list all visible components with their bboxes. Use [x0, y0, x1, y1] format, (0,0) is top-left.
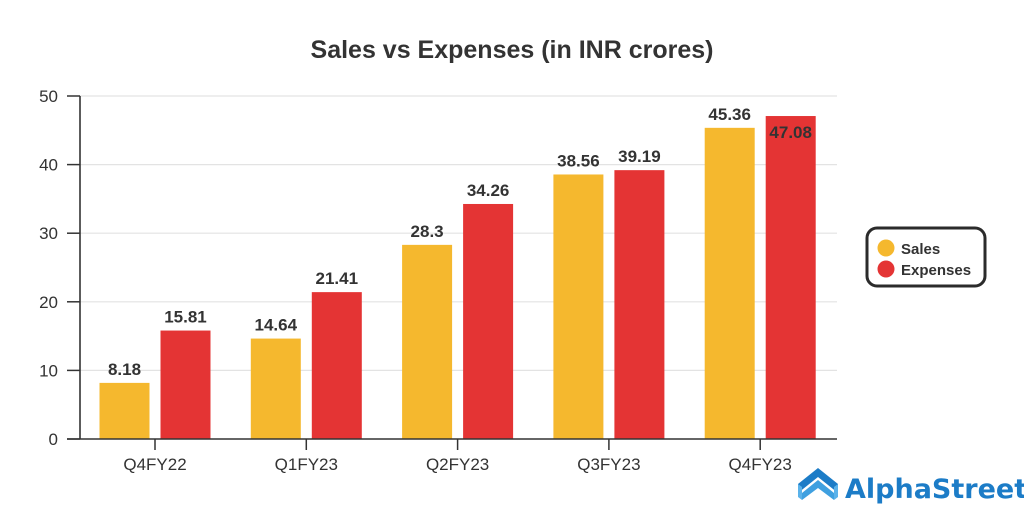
legend-label-expenses: Expenses [901, 262, 971, 279]
alphastreet-wordmark: AlphaStreet [845, 474, 1024, 505]
data-labels: 8.18 15.81 14.64 21.41 28.3 34.26 38.56 39.19 45… [108, 105, 812, 379]
x-tick-label: Q3FY23 [577, 455, 640, 474]
bar-expenses-q1fy23 [311, 292, 362, 439]
alphastreet-chevron-logo-icon [798, 468, 838, 500]
data-label-sales: 14.64 [255, 316, 298, 335]
bar-sales-q4fy22 [99, 382, 150, 439]
bar-expenses-q3fy23 [614, 170, 665, 439]
y-tick-label: 20 [39, 293, 58, 312]
data-label-sales: 8.18 [108, 360, 141, 379]
y-tick-label: 40 [39, 156, 58, 175]
bars [99, 116, 816, 440]
data-label-expenses: 21.41 [316, 269, 359, 288]
x-tick-label: Q4FY22 [123, 455, 186, 474]
legend-box [865, 226, 987, 288]
bar-expenses-q4fy22 [160, 330, 211, 439]
legend: Sales Expenses [865, 226, 987, 288]
y-tick-label: 10 [39, 361, 58, 380]
bar-sales-q2fy23 [402, 244, 453, 439]
axes: 0 10 20 30 40 50 Q4FY22 Q1FY23 Q2FY23 Q3FY23 Q4FY2… [39, 87, 837, 474]
y-tick-label: 50 [39, 87, 58, 106]
data-label-sales: 45.36 [708, 105, 751, 124]
bar-sales-q4fy23 [704, 127, 755, 440]
legend-swatch-expenses [877, 260, 895, 278]
data-label-expenses: 34.26 [467, 181, 510, 200]
bar-expenses-q4fy23 [765, 116, 816, 440]
data-label-sales: 38.56 [557, 151, 600, 170]
data-label-expenses: 15.81 [164, 308, 207, 327]
chart-title: Sales vs Expenses (in INR crores) [311, 36, 714, 64]
legend-swatch-sales [877, 239, 895, 257]
bar-expenses-q2fy23 [463, 203, 514, 439]
x-tick-label: Q4FY23 [729, 455, 792, 474]
bar-sales-q3fy23 [553, 174, 604, 439]
legend-label-sales: Sales [901, 241, 940, 258]
alphastreet-logo: AlphaStreet [798, 468, 1024, 505]
bar-sales-q1fy23 [250, 338, 301, 439]
data-label-expenses: 47.08 [769, 123, 812, 142]
x-tick-label: Q1FY23 [275, 455, 338, 474]
y-tick-label: 30 [39, 224, 58, 243]
data-label-sales: 28.3 [411, 222, 444, 241]
y-tick-label: 0 [49, 430, 58, 449]
data-label-expenses: 39.19 [618, 147, 661, 166]
x-tick-label: Q2FY23 [426, 455, 489, 474]
